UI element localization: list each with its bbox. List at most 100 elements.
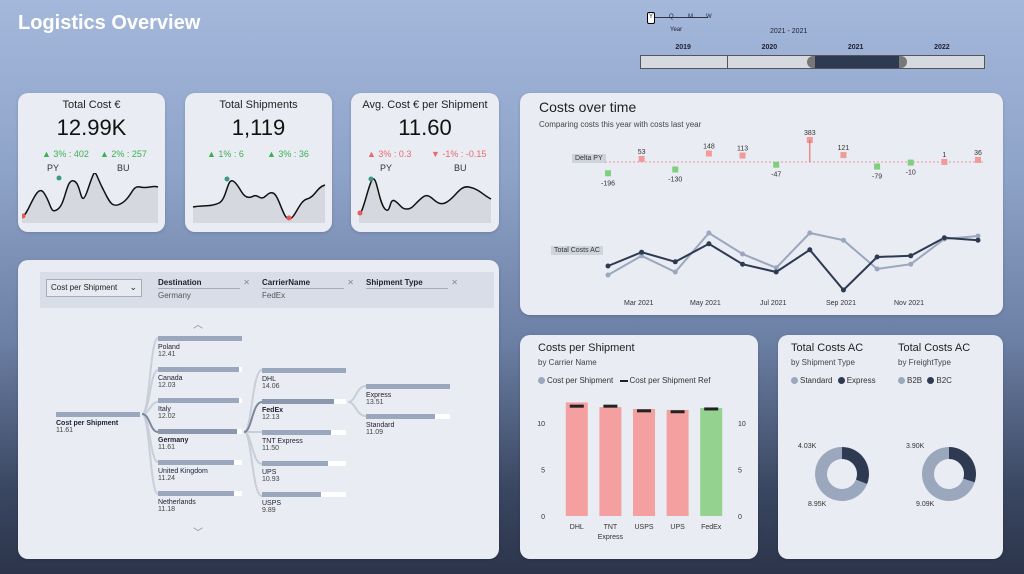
y-tick-right: 10 [738, 421, 746, 428]
year-2020[interactable]: 2020 [761, 44, 778, 51]
tree-connectors [141, 337, 367, 497]
tree-root-node[interactable]: Cost per Shipment 11.61 [56, 412, 140, 434]
granularity-q[interactable]: Q [669, 14, 674, 20]
scroll-up-icon[interactable]: ︿ [193, 320, 203, 331]
delta-marker [638, 155, 645, 162]
py-point [740, 251, 746, 257]
delta-marker [941, 158, 948, 165]
timeline-bar[interactable] [640, 55, 985, 69]
page-title: Logistics Overview [18, 12, 201, 34]
costs-over-time-chart: -196 53 -130 148 113 -47 383 121 -79 -10 1 36 [601, 130, 985, 293]
carrier-node[interactable]: TNT Express 11.50 [262, 430, 346, 452]
tree-node-value: 10.93 [262, 476, 280, 483]
y-tick-left: 10 [537, 421, 545, 428]
donut-label: 9.09K [916, 501, 935, 508]
tree-node-name: Canada [158, 375, 183, 382]
kpi-py-delta: ▲ 3% : 402 [42, 149, 89, 159]
x-tick-label: Express [598, 534, 624, 541]
tree-col-destination[interactable]: Destination Germany ✕ [158, 278, 250, 300]
kpi-bu-delta: ▼ -1% : -0.15 [431, 149, 487, 159]
legend-label: B2C [936, 376, 952, 385]
bar [565, 402, 588, 516]
x-label-may: May 2021 [690, 300, 721, 307]
carrier-node[interactable]: DHL 14.06 [262, 368, 346, 390]
timeline-handle-left[interactable] [807, 56, 815, 68]
delta-label: 121 [838, 145, 850, 152]
legend-label: Standard [800, 376, 833, 385]
tree-node-bar-remainder [331, 430, 346, 435]
destination-node[interactable]: Canada 12.03 [158, 367, 242, 389]
py-point [639, 253, 645, 259]
tree-node-value: 9.89 [262, 507, 276, 514]
shipment-type-node[interactable]: Standard 11.09 [366, 414, 450, 436]
kpi-py-label: PY [380, 163, 393, 173]
measure-dropdown[interactable]: Cost per Shipment ⌄ [46, 279, 142, 297]
donut1-title: Total Costs AC [791, 342, 864, 354]
timeline-selection[interactable] [813, 56, 899, 68]
delta-label: 113 [737, 146, 748, 153]
granularity-w[interactable]: W [706, 14, 712, 20]
donut2-title: Total Costs AC [898, 342, 971, 354]
destination-node[interactable]: Poland 12.41 [158, 336, 242, 358]
tree-node-value: 11.09 [366, 429, 383, 436]
kpi-card-avg-cost: Avg. Cost € per Shipment 11.60 ▲ 3% : 0.… [351, 93, 499, 232]
destination-node[interactable]: Italy 12.02 [158, 398, 242, 420]
tree-header: Cost per Shipment ⌄ Destination Germany … [40, 272, 494, 308]
tree-node-bar-remainder [234, 460, 242, 465]
close-icon[interactable]: ✕ [451, 278, 458, 287]
x-label-mar: Mar 2021 [624, 300, 654, 307]
costs-per-shipment-chart: 0 0 5 5 10 10 DHL TNT Express USPS UPS FedEx [537, 402, 746, 541]
year-2022[interactable]: 2022 [934, 44, 950, 51]
donut-slice [949, 447, 976, 483]
legend-label: Cost per Shipment Ref [629, 376, 711, 385]
decomposition-tree-card: Cost per Shipment ⌄ Destination Germany … [18, 260, 499, 559]
ac-point [672, 259, 678, 265]
kpi-bu-label: BU [454, 163, 467, 173]
total-costs-ac-label: Total Costs AC [551, 246, 603, 255]
ref-marker [603, 404, 618, 408]
close-icon[interactable]: ✕ [243, 278, 250, 287]
granularity-m[interactable]: M [688, 14, 693, 20]
delta-marker [672, 166, 679, 173]
tree-node-name: DHL [262, 376, 277, 383]
timeline-years: 2019 2020 2021 2022 [640, 44, 985, 51]
costs-per-shipment-card: Costs per Shipment by Carrier Name Cost … [520, 335, 758, 559]
carrier-node[interactable]: UPS 10.93 [262, 461, 346, 483]
tree-col-label: Shipment Type [366, 278, 448, 289]
x-tick-label: TNT [604, 524, 618, 531]
year-2019[interactable]: 2019 [675, 44, 691, 51]
destination-node[interactable]: Germany 11.61 [158, 429, 242, 451]
destination-node[interactable]: Netherlands 11.18 [158, 491, 242, 513]
close-icon[interactable]: ✕ [347, 278, 354, 287]
tree-node-bar [262, 461, 346, 466]
tree-col-label: Destination [158, 278, 240, 289]
delta-label: -10 [906, 170, 916, 177]
donut-slice [815, 447, 868, 501]
legend-ref-mark [619, 379, 628, 382]
timeline-handle-right[interactable] [899, 56, 907, 68]
scroll-down-icon[interactable]: ﹀ [193, 528, 203, 539]
bar [599, 407, 622, 516]
year-2021[interactable]: 2021 [847, 44, 864, 51]
donut-label: 3.90K [906, 443, 925, 450]
carrier-node[interactable]: FedEx 12.13 [262, 399, 346, 421]
tree-node-bar-remainder [435, 414, 450, 419]
kpi-sparkline [192, 176, 326, 223]
legend-label: Cost per Shipment [547, 376, 614, 385]
shipment-type-node[interactable]: Express 13.51 [366, 384, 450, 406]
granularity-y[interactable]: Y [649, 14, 654, 20]
destination-node[interactable]: United Kingdom 11.24 [158, 460, 242, 482]
tree-col-shipment-type[interactable]: Shipment Type ✕ [366, 278, 458, 289]
kpi-card-total-cost: Total Cost € 12.99K ▲ 3% : 402 ▲ 2% : 25… [18, 93, 165, 232]
ac-point [874, 254, 880, 260]
tree-node-bar-remainder [237, 429, 242, 434]
granularity-handle[interactable] [647, 12, 655, 24]
legend-dot [927, 377, 935, 385]
delta-marker [840, 152, 847, 159]
granularity-selector[interactable]: Y Q M W Year [644, 11, 714, 35]
donut2-subtitle: by FreightType [898, 358, 951, 367]
carrier-node[interactable]: USPS 9.89 [262, 492, 346, 514]
tree-col-carrier[interactable]: CarrierName FedEx ✕ [262, 278, 354, 300]
delta-marker [874, 163, 881, 170]
kpi-py-label: PY [47, 163, 60, 173]
